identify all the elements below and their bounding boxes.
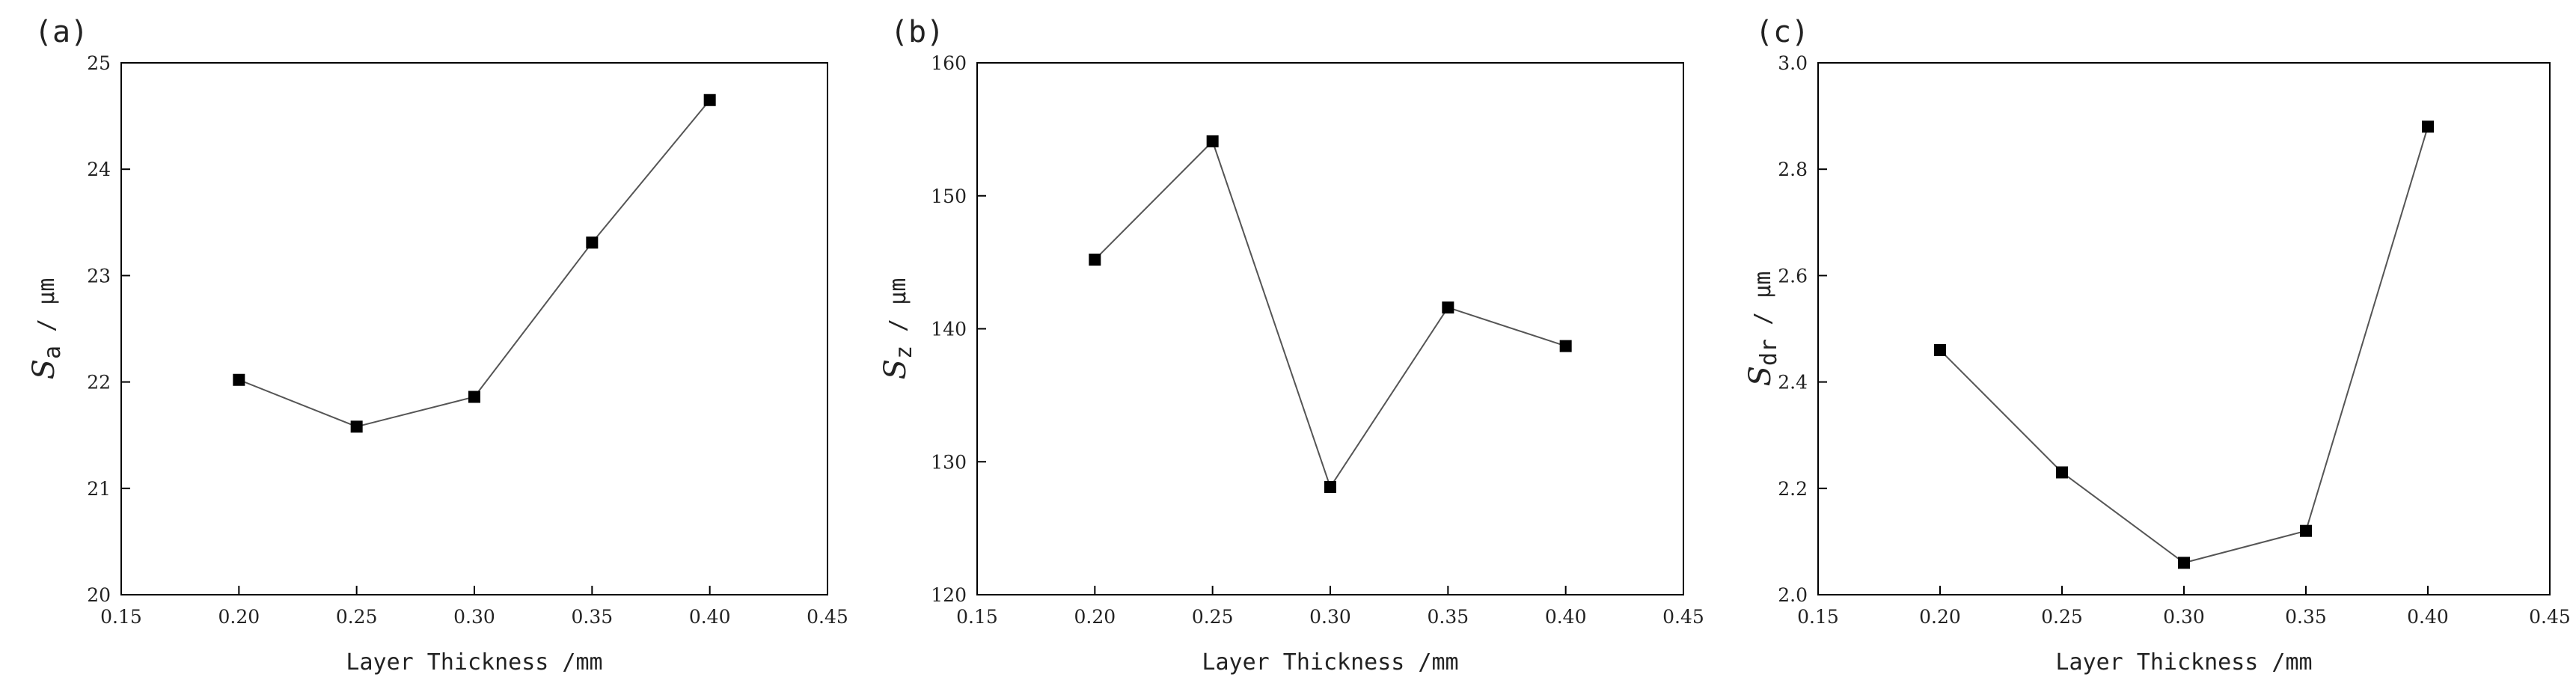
x-tick-label: 0.25 [1192, 606, 1234, 628]
y-tick-label: 2.8 [1778, 159, 1808, 180]
data-point-marker [2056, 466, 2068, 479]
panel-label: (b) [890, 15, 944, 49]
data-point-marker [1934, 343, 1946, 356]
y-axis-unit: / μm [34, 278, 60, 346]
plot-frame [1817, 62, 2551, 595]
x-axis-title: Layer Thickness /mm [1202, 649, 1458, 676]
x-tick-label: 0.15 [956, 606, 998, 628]
x-tick-label: 0.20 [1074, 606, 1116, 628]
data-point-marker [350, 420, 363, 433]
x-tick-label: 0.45 [1662, 606, 1704, 628]
data-point-marker [1206, 135, 1219, 147]
y-axis-subscript: dr [1756, 339, 1782, 366]
y-axis-symbol: S [1743, 366, 1778, 386]
y-tick-label: 2.2 [1778, 478, 1808, 500]
y-tick-label: 140 [931, 319, 967, 340]
x-tick-label: 0.40 [689, 606, 731, 628]
chart-panel-1: 0.15 0.20 0.25 0.30 0.35 0.40 0.45 20 21 22 23 24 25… [27, 15, 848, 676]
plot-frame [976, 62, 1684, 595]
x-tick-label: 0.35 [1427, 606, 1469, 628]
y-tick-label: 24 [87, 159, 111, 180]
data-point-marker [2300, 524, 2312, 537]
x-tick-label: 0.35 [571, 606, 613, 628]
x-tick-label: 0.40 [2407, 606, 2449, 628]
x-axis-title: Layer Thickness /mm [346, 649, 602, 676]
y-axis-title: Sdr / μm [1743, 272, 1782, 387]
y-axis-symbol: S [27, 359, 61, 379]
panel-label: (a) [34, 15, 88, 49]
y-axis-subscript: a [40, 346, 66, 359]
data-point-marker [468, 391, 480, 403]
x-tick-label: 0.45 [2529, 606, 2571, 628]
y-axis-unit: / μm [885, 278, 911, 346]
series-line [1094, 140, 1566, 489]
data-point-marker [1324, 481, 1336, 494]
y-tick-label: 130 [931, 451, 967, 473]
y-axis-title: Sz / μm [878, 278, 917, 380]
data-point-marker [1559, 340, 1572, 352]
chart-panel-2: 0.15 0.20 0.25 0.30 0.35 0.40 0.45 120 130 140 150… [878, 15, 1704, 676]
y-tick-label: 2.6 [1778, 265, 1808, 287]
data-point-marker [2422, 120, 2434, 133]
y-axis-unit: / μm [1750, 272, 1776, 339]
x-tick-label: 0.15 [1797, 606, 1839, 628]
y-tick-label: 23 [87, 265, 111, 287]
series-line [1939, 126, 2429, 564]
data-point-marker [703, 94, 716, 106]
x-tick-label: 0.30 [453, 606, 495, 628]
y-tick-label: 3.0 [1778, 52, 1808, 74]
x-tick-label: 0.25 [336, 606, 378, 628]
plot-frame [120, 62, 828, 595]
x-tick-label: 0.20 [1919, 606, 1961, 628]
y-axis-subscript: z [891, 346, 917, 359]
data-point-marker [1089, 254, 1101, 266]
y-tick-label: 120 [931, 584, 967, 606]
x-tick-label: 0.45 [807, 606, 848, 628]
x-tick-label: 0.15 [100, 606, 142, 628]
y-axis-symbol: S [878, 359, 913, 379]
y-tick-label: 2.0 [1778, 584, 1808, 606]
x-tick-label: 0.40 [1545, 606, 1587, 628]
data-point-marker [586, 236, 599, 249]
data-point-marker [1442, 301, 1454, 314]
x-tick-label: 0.20 [218, 606, 260, 628]
y-axis-title: Sa / μm [27, 278, 66, 380]
x-tick-label: 0.30 [2163, 606, 2205, 628]
y-tick-label: 20 [87, 584, 111, 606]
chart-panel-3: 0.15 0.20 0.25 0.30 0.35 0.40 0.45 2.0 2.2 2.4 2.6… [1743, 15, 2571, 676]
y-tick-label: 22 [87, 372, 111, 393]
y-tick-label: 2.4 [1778, 372, 1808, 393]
x-tick-label: 0.30 [1309, 606, 1351, 628]
data-point-marker [2178, 557, 2190, 569]
y-tick-label: 25 [87, 52, 111, 74]
y-tick-label: 160 [931, 52, 967, 74]
y-tick-label: 21 [87, 478, 111, 500]
data-point-marker [233, 373, 245, 386]
x-tick-label: 0.35 [2285, 606, 2327, 628]
panel-label: (c) [1755, 15, 1809, 49]
series-line [238, 99, 711, 428]
x-axis-title: Layer Thickness /mm [2055, 649, 2312, 676]
x-tick-label: 0.25 [2041, 606, 2083, 628]
y-tick-label: 150 [931, 186, 967, 207]
